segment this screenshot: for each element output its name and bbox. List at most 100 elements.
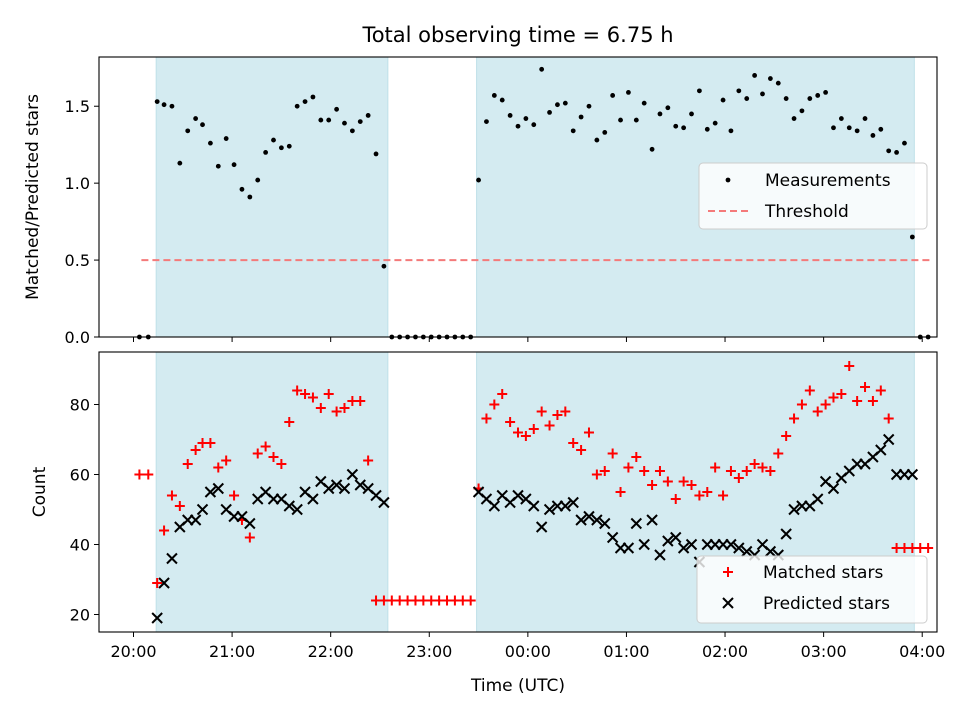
matched-star-point <box>190 445 201 455</box>
legend-box <box>698 162 928 230</box>
y-tick-label: 0.5 <box>65 251 90 270</box>
matched-star-point <box>749 459 760 469</box>
predicted-star-point <box>812 493 824 505</box>
predicted-star-point <box>882 433 895 446</box>
chart-title: Total observing time = 6.75 h <box>361 23 673 47</box>
matched-star-point <box>174 501 185 511</box>
measurement-point <box>185 128 191 134</box>
measurement-point <box>641 100 647 106</box>
measurement-point <box>838 116 844 121</box>
measurement-point <box>531 122 537 128</box>
measurement-point <box>342 120 347 126</box>
bottom-y-axis-label: Count <box>30 466 50 517</box>
measurement-point <box>193 116 199 121</box>
measurement-point <box>775 80 781 86</box>
matched-star-point <box>536 406 547 417</box>
matched-star-point <box>284 417 295 427</box>
bottom-axes: 20 40 60 80 20:00 21:00 22:00 23:00 00:00 01:00 02… <box>70 351 945 661</box>
x-tick-label: 21:00 <box>209 642 255 661</box>
matched-star-point <box>662 476 673 487</box>
matched-star-point <box>292 385 303 396</box>
measurement-point <box>610 93 616 98</box>
matched-star-point <box>607 448 618 459</box>
matched-star-point <box>875 385 886 396</box>
measurement-point <box>783 96 789 101</box>
matched-star-point <box>702 487 713 497</box>
matched-star-point <box>489 399 500 410</box>
matched-star-point <box>860 382 871 392</box>
x-tick-label: 23:00 <box>406 642 452 661</box>
predicted-star-point <box>330 479 343 491</box>
matched-star-point <box>252 448 263 459</box>
measurement-point <box>239 186 245 192</box>
legend-box <box>696 555 928 624</box>
measurement-point <box>846 125 852 131</box>
measurement-point <box>263 149 269 155</box>
measurement-point <box>586 103 592 109</box>
measurement-point <box>602 129 608 135</box>
measurement-point <box>570 128 576 134</box>
predicted-star-point <box>196 503 209 516</box>
measurement-point <box>831 125 836 131</box>
matched-star-point <box>513 427 523 438</box>
matched-star-point <box>339 403 350 413</box>
legend-matched-marker <box>723 567 733 577</box>
predicted-star-point <box>733 542 745 554</box>
measurement-point <box>247 194 253 200</box>
measurement-point <box>665 105 671 111</box>
predicted-star-point <box>488 500 501 512</box>
predicted-star-point <box>158 577 170 589</box>
matched-star-point <box>244 532 255 543</box>
matched-star-point <box>765 466 776 476</box>
measurement-point <box>720 97 726 103</box>
matched-star-point <box>213 462 224 473</box>
predicted-star-point <box>559 500 572 512</box>
predicted-star-point <box>780 528 792 540</box>
measurement-point <box>161 102 167 108</box>
y-tick-label: 20 <box>70 606 90 625</box>
legend: Measurements Threshold <box>698 162 928 230</box>
measurement-point <box>357 119 363 125</box>
measurement-point <box>326 117 332 123</box>
matched-star-point <box>552 410 563 420</box>
matched-star-point <box>363 455 374 466</box>
measurement-point <box>712 120 718 126</box>
predicted-star-point <box>151 612 163 624</box>
matched-star-point <box>852 396 863 406</box>
y-tick-label: 60 <box>70 466 90 485</box>
predicted-star-point <box>906 468 919 481</box>
axes-frame <box>98 56 938 338</box>
predicted-star-point <box>630 517 643 530</box>
predicted-star-point <box>654 549 666 561</box>
measurement-point <box>618 117 623 123</box>
measurement-point <box>507 113 513 118</box>
predicted-star-point <box>591 514 603 526</box>
predicted-star-point <box>725 538 737 551</box>
predicted-star-point <box>788 503 800 516</box>
matched-star-point <box>583 427 594 438</box>
measurement-point <box>154 99 160 105</box>
matched-star-point <box>276 459 287 469</box>
matched-star-point <box>182 459 193 469</box>
measurement-point <box>278 145 284 151</box>
matched-star-point <box>883 413 894 424</box>
measurement-point <box>231 162 237 168</box>
x-tick-label: 00:00 <box>505 642 551 661</box>
matched-star-point <box>631 452 642 462</box>
matched-star-point <box>152 578 163 588</box>
predicted-star-point <box>670 531 682 544</box>
predicted-star-point <box>685 538 698 551</box>
predicted-star-point <box>212 482 224 495</box>
matched-star-point <box>205 438 216 448</box>
legend: Matched stars Predicted stars <box>696 555 928 624</box>
matched-star-point <box>591 469 602 480</box>
matched-star-point <box>300 389 311 399</box>
x-tick-label: 03:00 <box>801 642 847 661</box>
matched-star-point <box>159 525 170 536</box>
matched-star-point <box>268 452 279 462</box>
legend-matched-label: Matched stars <box>763 563 883 583</box>
measurement-point <box>878 126 884 132</box>
measurement-point <box>626 89 631 95</box>
measurement-point <box>491 93 497 98</box>
